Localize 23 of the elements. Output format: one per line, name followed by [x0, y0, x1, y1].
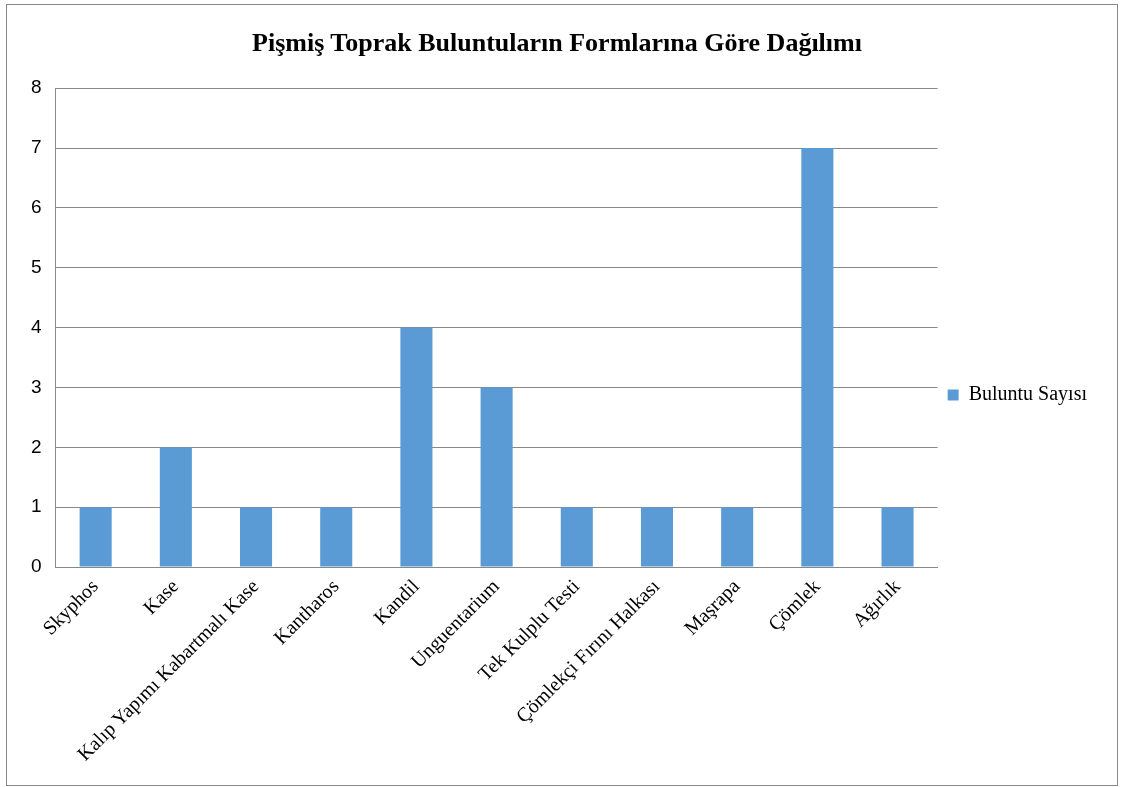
bar	[400, 327, 433, 567]
bar	[560, 507, 593, 567]
x-tick-label: Kase	[138, 574, 183, 619]
bar	[159, 447, 192, 567]
y-tick-label: 6	[30, 196, 42, 218]
bar	[320, 507, 353, 567]
bar	[240, 507, 273, 567]
y-tick-label: 3	[30, 375, 42, 397]
bar	[801, 148, 834, 567]
chart-title: Pişmiş Toprak Buluntuların Formlarına Göre Dağılımı	[252, 28, 862, 58]
y-tick-label: 4	[30, 315, 42, 337]
y-tick-label: 1	[30, 495, 42, 517]
bar	[721, 507, 754, 567]
y-tick-label: 2	[30, 435, 42, 457]
y-tick-label: 8	[30, 76, 42, 98]
y-tick-label: 0	[30, 555, 42, 577]
bar	[640, 507, 674, 567]
y-tick-label: 5	[30, 256, 42, 278]
bar	[881, 507, 914, 567]
bar	[79, 507, 112, 567]
legend-label: Buluntu Sayısı	[968, 382, 1088, 406]
bar	[480, 387, 513, 567]
y-tick-label: 7	[30, 136, 42, 158]
